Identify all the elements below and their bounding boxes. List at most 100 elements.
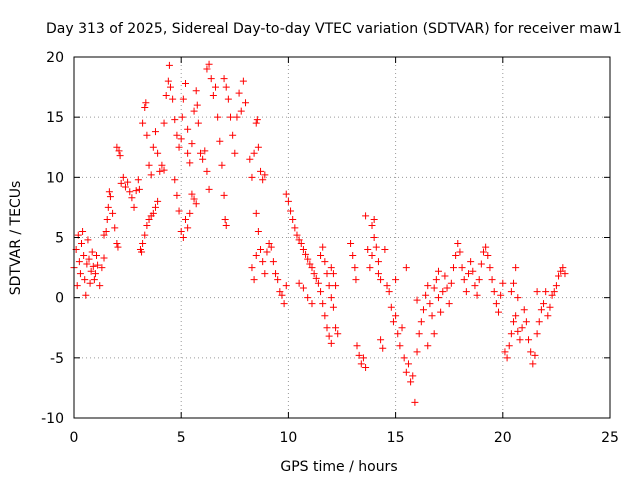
data-point — [85, 255, 93, 263]
data-point — [432, 276, 440, 284]
data-point — [162, 92, 170, 100]
data-point — [514, 294, 522, 302]
data-point — [177, 135, 185, 143]
data-point — [304, 255, 312, 263]
data-point — [113, 143, 121, 151]
data-point — [473, 291, 481, 299]
data-point — [164, 77, 172, 85]
data-point — [237, 107, 245, 115]
data-point — [220, 191, 228, 199]
y-tick-label: -10 — [41, 411, 64, 427]
data-point — [73, 282, 81, 290]
data-point — [492, 300, 500, 308]
data-point — [257, 167, 265, 175]
data-point — [103, 215, 111, 223]
data-point — [160, 119, 168, 127]
data-point — [377, 336, 385, 344]
data-point — [220, 75, 228, 83]
data-point — [544, 312, 552, 320]
data-point — [329, 270, 337, 278]
data-point — [353, 342, 361, 350]
data-point — [299, 246, 307, 254]
data-point — [475, 276, 483, 284]
data-point — [139, 240, 147, 248]
data-point — [437, 308, 445, 316]
data-point — [510, 318, 518, 326]
data-point — [229, 131, 237, 139]
data-point — [548, 291, 556, 299]
data-point — [447, 279, 455, 287]
data-point — [276, 288, 284, 296]
data-point — [387, 303, 395, 311]
data-point — [248, 264, 256, 272]
data-point — [106, 193, 114, 201]
data-point — [145, 161, 153, 169]
y-tick-label: 5 — [55, 231, 64, 247]
data-point — [139, 119, 147, 127]
data-point — [126, 188, 134, 196]
data-point — [90, 276, 98, 284]
data-point — [166, 83, 174, 91]
data-point — [458, 264, 466, 272]
data-point — [484, 252, 492, 260]
data-point — [449, 264, 457, 272]
data-point — [347, 240, 355, 248]
data-point — [394, 330, 402, 338]
data-point — [149, 143, 157, 151]
y-axis-label: SDTVAR / TECUs — [8, 181, 24, 296]
data-point — [207, 75, 215, 83]
data-point — [78, 240, 86, 248]
data-point — [422, 291, 430, 299]
data-point — [389, 318, 397, 326]
data-point — [83, 260, 91, 268]
data-point — [233, 113, 241, 121]
data-point — [557, 267, 565, 275]
data-point — [327, 339, 335, 347]
data-point — [289, 215, 297, 223]
data-point — [231, 149, 239, 157]
data-point — [396, 342, 404, 350]
data-point — [188, 190, 196, 198]
data-point — [512, 264, 520, 272]
data-point — [143, 221, 151, 229]
data-point — [190, 195, 198, 203]
data-point — [269, 258, 277, 266]
data-point — [151, 203, 159, 211]
data-point — [75, 258, 83, 266]
data-point — [424, 282, 432, 290]
data-point — [424, 342, 432, 350]
data-point — [252, 209, 260, 217]
data-point — [359, 354, 367, 362]
data-point — [272, 270, 280, 278]
data-point — [430, 284, 438, 292]
data-point — [332, 282, 340, 290]
data-point — [261, 270, 269, 278]
data-point — [192, 87, 200, 95]
data-point — [355, 351, 363, 359]
data-point — [239, 77, 247, 85]
data-point — [287, 207, 295, 215]
data-point — [486, 264, 494, 272]
data-point — [181, 215, 189, 223]
data-point — [529, 360, 537, 368]
data-point — [542, 288, 550, 296]
data-point — [221, 215, 229, 223]
data-point — [261, 171, 269, 179]
data-point — [246, 155, 254, 163]
data-point — [274, 276, 282, 284]
y-tick-label: 0 — [55, 291, 64, 307]
data-point — [434, 267, 442, 275]
data-point — [434, 294, 442, 302]
data-point — [299, 284, 307, 292]
data-point — [109, 209, 117, 217]
data-point — [370, 215, 378, 223]
data-point — [184, 149, 192, 157]
data-point — [132, 187, 140, 195]
data-point — [147, 171, 155, 179]
data-point — [282, 282, 290, 290]
data-point — [327, 264, 335, 272]
data-point — [462, 288, 470, 296]
data-point — [114, 243, 122, 251]
data-point — [456, 248, 464, 256]
